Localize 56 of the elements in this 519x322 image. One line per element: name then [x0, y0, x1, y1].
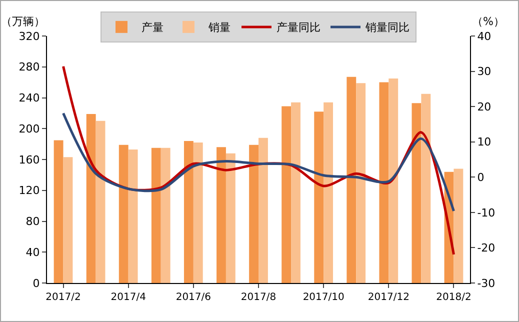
line-series: [62, 112, 455, 212]
bar: [324, 102, 334, 283]
y-tick-label: 80: [26, 215, 40, 228]
bar: [216, 147, 226, 283]
x-tick-label: 2017/4: [110, 292, 146, 303]
x-tick-label: 2018/2: [436, 292, 472, 303]
y2-tick-label: -30: [477, 276, 496, 290]
bar: [421, 94, 431, 283]
y-tick-label: 120: [18, 184, 40, 198]
bar: [291, 102, 300, 283]
bar: [379, 82, 389, 283]
bar: [54, 140, 64, 283]
bar: [346, 76, 356, 283]
bar: [412, 103, 422, 283]
bar: [282, 106, 292, 283]
bar: [128, 149, 138, 283]
bar: [86, 114, 96, 283]
bar: [226, 153, 236, 283]
bar: [454, 168, 464, 283]
legend-label: 产量同比: [276, 21, 320, 34]
y-tick-label: 200: [18, 122, 40, 136]
bar: [118, 144, 128, 283]
x-tick-label: 2017/2: [46, 292, 81, 303]
y-tick-label: 0: [32, 276, 40, 290]
bar: [184, 140, 194, 283]
x-tick-label: 2017/8: [240, 292, 276, 303]
bar: [96, 120, 106, 283]
y2-tick-label: 40: [477, 30, 492, 43]
bar: [151, 148, 161, 283]
bar: [63, 157, 73, 283]
x-tick-label: 2017/6: [176, 292, 212, 303]
bar: [356, 83, 366, 283]
y2-tick-label: 10: [477, 136, 492, 149]
legend-label: 销量: [208, 21, 230, 34]
y-tick-label: 40: [26, 246, 40, 259]
legend-label: 销量同比: [364, 21, 410, 34]
y-tick-label: 280: [18, 60, 40, 74]
x-tick-label: 2017/10: [302, 292, 344, 303]
y2-axis-title: （%）: [472, 15, 504, 28]
bar: [258, 138, 268, 283]
y2-tick-label: 20: [477, 100, 492, 114]
y-tick-label: 160: [18, 153, 40, 166]
bar: [249, 144, 258, 283]
y-axis-title: （万辆）: [1, 15, 45, 28]
y-tick-label: 320: [18, 30, 40, 43]
y2-tick-label: -10: [477, 206, 496, 220]
y2-tick-label: 30: [477, 65, 492, 78]
bar: [314, 112, 324, 283]
x-tick-label: 2017/12: [368, 292, 410, 303]
y-tick-label: 240: [18, 92, 40, 105]
bar: [160, 148, 170, 283]
bar: [193, 142, 203, 283]
legend-label: 产量: [142, 21, 164, 34]
y2-tick-label: -20: [477, 242, 496, 255]
y2-tick-label: 0: [477, 170, 484, 184]
bar: [388, 78, 398, 283]
